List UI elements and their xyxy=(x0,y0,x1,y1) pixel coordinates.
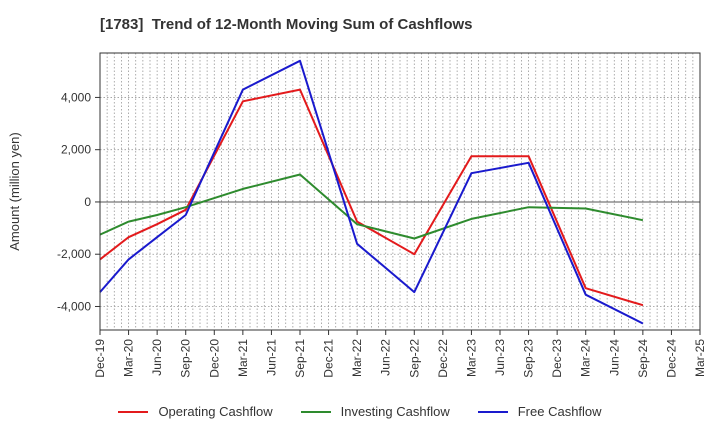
legend-item: Investing Cashflow xyxy=(300,404,450,419)
x-tick-label: Dec-21 xyxy=(322,339,336,378)
x-tick-label: Jun-21 xyxy=(264,339,278,376)
y-tick-label: 4,000 xyxy=(61,90,91,104)
x-tick-label: Dec-23 xyxy=(550,339,564,378)
x-tick-label: Jun-20 xyxy=(150,339,164,376)
x-tick-label: Mar-22 xyxy=(350,339,364,377)
y-tick-label: -4,000 xyxy=(57,299,91,313)
legend-item: Free Cashflow xyxy=(477,404,602,419)
series-line-investing-cashflow xyxy=(99,173,644,240)
legend-swatch xyxy=(300,410,331,413)
y-axis-label: Amount (million yen) xyxy=(7,132,22,251)
axis-ticks: -4,000 -2,000 0 2,000 4,000 Dec-19 Mar-20 Jun-2… xyxy=(57,90,707,377)
x-tick-label: Dec-19 xyxy=(93,339,107,378)
y-tick-label: -2,000 xyxy=(57,247,91,261)
x-tick-label: Sep-20 xyxy=(179,339,193,378)
legend-swatch xyxy=(118,410,149,413)
x-tick-label: Sep-24 xyxy=(636,339,650,378)
x-tick-label: Dec-22 xyxy=(436,339,450,378)
legend-label: Free Cashflow xyxy=(517,404,602,419)
x-tick-label: Sep-22 xyxy=(407,339,421,378)
x-tick-label: Sep-21 xyxy=(293,339,307,378)
series-line-free-cashflow xyxy=(99,59,644,325)
x-tick-label: Mar-25 xyxy=(693,339,707,377)
y-tick-label: 0 xyxy=(84,195,91,209)
x-tick-label: Mar-21 xyxy=(236,339,250,377)
x-tick-label: Jun-24 xyxy=(607,339,621,376)
x-tick-label: Dec-24 xyxy=(664,339,678,378)
legend: Operating Cashflow Investing Cashflow Free… xyxy=(0,404,720,419)
x-tick-label: Mar-24 xyxy=(579,339,593,377)
y-tick-label: 2,000 xyxy=(61,143,91,157)
series-lines xyxy=(99,59,644,325)
x-tick-label: Jun-23 xyxy=(493,339,507,376)
legend-label: Operating Cashflow xyxy=(158,404,273,419)
chart-title: [1783] Trend of 12-Month Moving Sum of C… xyxy=(100,16,473,33)
legend-swatch xyxy=(477,410,508,413)
x-tick-label: Jun-22 xyxy=(379,339,393,376)
plot-frame xyxy=(99,52,701,331)
x-tick-label: Dec-20 xyxy=(207,339,221,378)
x-tick-label: Mar-23 xyxy=(464,339,478,377)
legend-label: Investing Cashflow xyxy=(340,404,450,419)
x-tick-label: Sep-23 xyxy=(522,339,536,378)
x-tick-label: Mar-20 xyxy=(122,339,136,377)
legend-item: Operating Cashflow xyxy=(118,404,273,419)
